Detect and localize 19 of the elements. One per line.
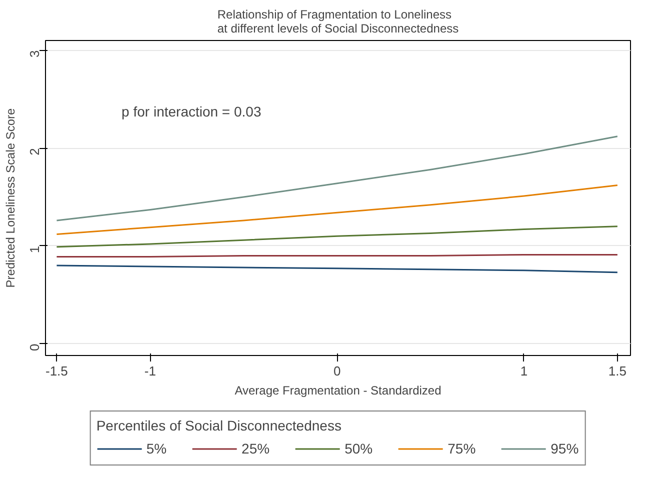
y-tick-label: 0 xyxy=(27,344,42,351)
legend-label: 5% xyxy=(146,440,167,456)
y-tick-label: 1 xyxy=(27,246,42,254)
x-axis-title: Average Fragmentation - Standardized xyxy=(234,384,442,398)
y-tick-label: 2 xyxy=(27,148,42,156)
y-tick-label: 3 xyxy=(27,50,42,58)
x-tick-label: -1.5 xyxy=(46,364,68,378)
legend-label: 95% xyxy=(550,440,579,456)
x-tick-label: -1 xyxy=(144,364,156,378)
y-axis-title: Predicted Loneliness Scale Score xyxy=(4,108,18,288)
legend-label: 75% xyxy=(448,440,476,456)
x-tick-label: 1 xyxy=(520,364,528,378)
x-tick-label: 1.5 xyxy=(608,364,626,378)
annotation: p for interaction = 0.03 xyxy=(122,103,262,120)
x-tick-label: 0 xyxy=(333,364,341,378)
legend-title: Percentiles of Social Disconnectedness xyxy=(96,418,342,434)
legend-label: 50% xyxy=(344,440,373,456)
chart-title: Relationship of Fragmentation to Loneliness at different levels of Social Disconnectedness xyxy=(217,8,459,36)
legend-label: 25% xyxy=(242,440,270,456)
